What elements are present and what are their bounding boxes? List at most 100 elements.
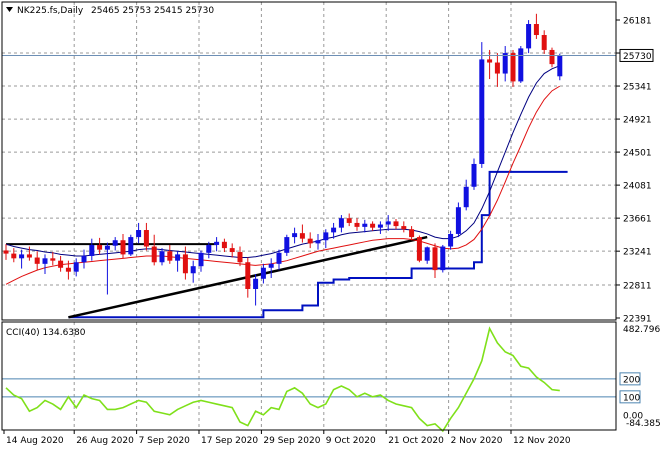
- candle-body: [221, 241, 227, 249]
- candle-body: [81, 255, 87, 263]
- price-tick-label: 22391: [623, 315, 652, 325]
- time-tick-label: 26 Aug 2020: [76, 436, 134, 446]
- candle-body: [323, 232, 329, 241]
- candle: [104, 242, 110, 295]
- candle: [549, 47, 555, 68]
- candle: [97, 237, 103, 255]
- candle-body: [393, 221, 399, 227]
- candle-body: [253, 278, 259, 289]
- candle-body: [214, 241, 220, 245]
- time-tick-label: 14 Aug 2020: [6, 436, 64, 446]
- candle: [526, 20, 532, 54]
- candle: [307, 232, 313, 249]
- candle: [518, 46, 524, 83]
- candle: [401, 221, 407, 233]
- candle: [416, 235, 422, 263]
- candle: [229, 243, 235, 258]
- candle: [112, 237, 118, 251]
- candle: [541, 30, 547, 54]
- candle-body: [440, 246, 446, 271]
- candle-body: [299, 233, 305, 239]
- candle-body: [50, 258, 56, 261]
- candle: [440, 244, 446, 273]
- candle: [409, 226, 415, 241]
- price-panel[interactable]: NK225.fs,Daily 25465 25753 25415 25730 2…: [1, 1, 654, 325]
- candle-body: [354, 222, 360, 227]
- candle: [198, 250, 204, 272]
- candle: [182, 246, 188, 280]
- candle: [377, 221, 383, 234]
- candle-body: [401, 226, 407, 230]
- candle: [487, 49, 493, 80]
- candle: [479, 42, 485, 168]
- candle-body: [307, 238, 313, 244]
- candle: [167, 244, 173, 264]
- candle-body: [151, 246, 157, 263]
- cci-tick-label: 100: [623, 393, 640, 403]
- candle-body: [518, 48, 524, 82]
- candle-body: [448, 233, 454, 247]
- candle-body: [315, 240, 321, 244]
- candle: [221, 238, 227, 253]
- candle: [73, 258, 79, 277]
- candle-body: [502, 53, 508, 74]
- time-tick-label: 17 Sep 2020: [201, 436, 258, 446]
- candle: [370, 221, 376, 231]
- cci-panel[interactable]: CCI(40) 134.6380 200 100 0.00 482.7966 -84.3…: [1, 321, 660, 433]
- candle: [253, 274, 259, 306]
- candle-body: [26, 254, 32, 258]
- candle: [245, 257, 251, 298]
- candle-body: [42, 258, 48, 264]
- time-tick-label: 29 Sep 2020: [263, 436, 320, 446]
- candle-body: [167, 251, 173, 261]
- candle-body: [549, 49, 555, 65]
- candle-body: [268, 263, 274, 268]
- cci-grid: [73, 322, 512, 430]
- candle-body: [175, 254, 181, 261]
- moving-average-fast: [5, 65, 560, 259]
- symbol-header: NK225.fs,Daily 25465 25753 25415 25730: [6, 6, 214, 16]
- candle: [315, 233, 321, 250]
- candle-body: [541, 35, 547, 50]
- candle: [136, 222, 142, 244]
- candles: [3, 13, 563, 306]
- candle-body: [260, 267, 266, 279]
- candle: [26, 246, 32, 261]
- candle-body: [97, 244, 103, 250]
- candle: [292, 227, 298, 244]
- candle: [190, 260, 196, 283]
- candle: [214, 237, 220, 252]
- candle-body: [494, 62, 500, 74]
- candle-body: [533, 24, 539, 36]
- candle: [151, 234, 157, 266]
- candle-body: [331, 227, 337, 233]
- candle-body: [19, 254, 25, 259]
- candle-body: [463, 186, 469, 208]
- cci-tick-label: 200: [623, 375, 640, 385]
- price-tick-label: 23661: [623, 215, 652, 225]
- candle: [338, 215, 344, 233]
- candle: [143, 222, 149, 251]
- candle: [81, 249, 87, 269]
- symbol-label: NK225.fs,Daily: [17, 6, 84, 16]
- candle: [206, 241, 212, 259]
- cci-level-box: [619, 390, 641, 404]
- candle-body: [370, 223, 376, 228]
- candle-body: [479, 59, 485, 164]
- candle-body: [120, 240, 126, 255]
- price-tick-label: 23241: [623, 248, 652, 258]
- price-tick-label: 22811: [623, 281, 652, 291]
- candle-body: [377, 224, 383, 228]
- candle: [510, 49, 516, 87]
- candle-body: [143, 230, 149, 247]
- candle: [11, 248, 17, 263]
- candle: [362, 219, 368, 233]
- candle-body: [338, 218, 344, 228]
- current-price-box: [619, 48, 654, 62]
- candle-body: [245, 262, 251, 289]
- candle-body: [128, 237, 134, 255]
- candle: [65, 260, 71, 280]
- dropdown-triangle-icon[interactable]: [6, 7, 13, 12]
- candle: [34, 251, 40, 271]
